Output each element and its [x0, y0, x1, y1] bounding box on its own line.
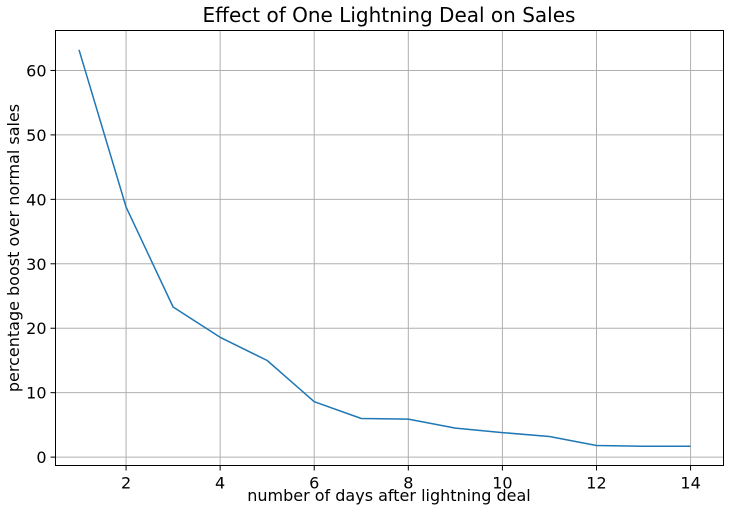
y-tick-label: 60 — [26, 61, 46, 80]
x-tick-label: 6 — [309, 474, 319, 493]
y-tick-label: 40 — [26, 190, 46, 209]
x-axis-label: number of days after lightning deal — [247, 486, 531, 505]
chart-title: Effect of One Lightning Deal on Sales — [203, 3, 576, 27]
y-tick-label: 30 — [26, 255, 46, 274]
x-tick-label: 2 — [121, 474, 131, 493]
axis-ticks: 2 4 6 8 10 12 14 0 10 20 30 40 50 60 — [26, 61, 701, 492]
x-tick-label: 4 — [215, 474, 225, 493]
x-tick-label: 12 — [586, 474, 606, 493]
y-axis-label: percentage boost over normal sales — [4, 104, 23, 392]
data-series — [78, 49, 691, 447]
y-tick-label: 10 — [26, 384, 46, 403]
grid-lines — [55, 30, 724, 466]
plot-area-frame — [55, 30, 724, 466]
y-tick-label: 0 — [36, 448, 46, 467]
x-tick-label: 8 — [403, 474, 413, 493]
x-tick-label: 14 — [680, 474, 700, 493]
y-tick-label: 50 — [26, 126, 46, 145]
series-line — [78, 49, 691, 447]
y-tick-label: 20 — [26, 319, 46, 338]
x-tick-label: 10 — [492, 474, 512, 493]
